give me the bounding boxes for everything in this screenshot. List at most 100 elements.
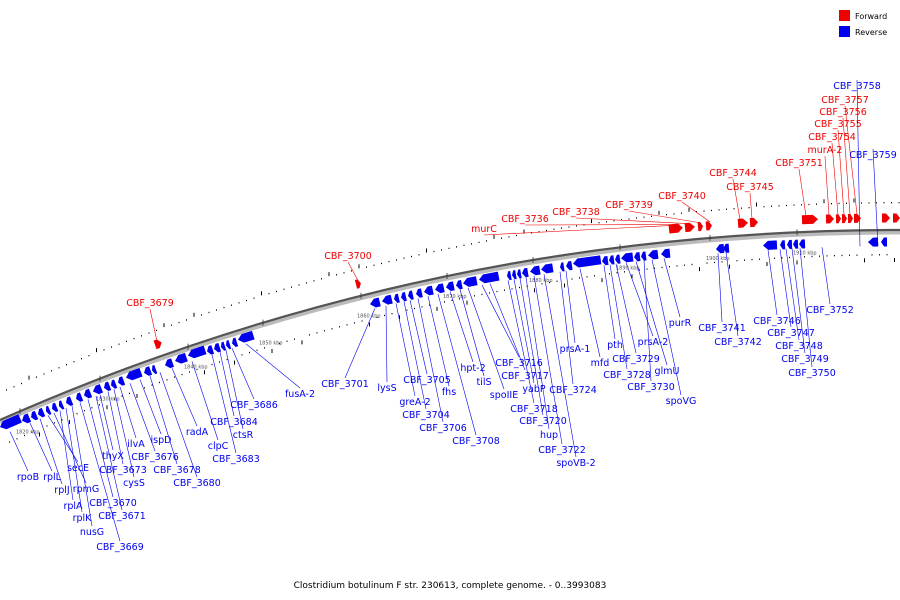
scale-tick-label: 1890 kbp (616, 265, 640, 271)
gc-dot (538, 231, 540, 233)
label-leader (798, 168, 807, 216)
label-leader (824, 155, 830, 216)
gc-dot (171, 324, 172, 326)
gene-label-cbf_3739: CBF_3739 (605, 200, 653, 211)
gc-dot (459, 298, 460, 300)
gc-dot (231, 304, 232, 306)
scale-tick-label: 1830 kbp (96, 397, 120, 403)
gene-label-rpmg: rpmG (73, 484, 100, 495)
label-leader (95, 396, 123, 511)
label-leader (844, 105, 858, 215)
gc-dot (639, 269, 640, 271)
gc-dot (204, 370, 205, 375)
gene-label-spovb-2: spoVB-2 (556, 458, 595, 469)
gc-dot (831, 203, 832, 205)
gc-dot (178, 321, 180, 324)
gene-label-cbf_3676: CBF_3676 (131, 452, 179, 463)
label-leader (87, 399, 114, 498)
gene-label-cbf_3729: CBF_3729 (612, 354, 660, 365)
gc-dot (399, 315, 400, 320)
label-leader (79, 402, 121, 542)
label-leader (565, 270, 576, 344)
gc-dot (46, 425, 48, 427)
gc-dot (771, 205, 772, 207)
gc-dot (456, 246, 457, 248)
reverse-gene-arrow (479, 271, 500, 284)
gc-dot (316, 332, 318, 334)
forward-gene-arrow (684, 222, 695, 233)
gc-dot (751, 259, 753, 261)
label-leader (417, 298, 444, 423)
gene-label-cbf_3671: CBF_3671 (98, 511, 146, 522)
gc-dot (481, 293, 483, 296)
backbone-line (0, 228, 900, 422)
gene-label-cbf_3755: CBF_3755 (814, 119, 862, 130)
reverse-gene-arrow (165, 358, 175, 369)
gc-dot (354, 322, 355, 324)
forward-gene-arrow (705, 221, 712, 231)
label-leader (113, 389, 135, 478)
label-leader (245, 343, 301, 389)
reverse-gene-arrow (522, 267, 529, 278)
gc-dot (121, 395, 123, 397)
gc-dot (369, 322, 370, 327)
gc-dot (21, 382, 22, 385)
gene-label-lyss: lysS (377, 383, 396, 394)
gc-dot (894, 258, 895, 263)
reverse-gene-arrow (232, 337, 239, 347)
gc-dot (631, 274, 633, 279)
gc-dot (264, 347, 265, 349)
gc-dot (691, 263, 693, 266)
reverse-gene-arrow (512, 270, 517, 280)
gc-dot (531, 232, 532, 234)
gc-dot (886, 254, 888, 256)
reverse-gene-arrow (780, 240, 786, 250)
gc-dot (666, 214, 667, 216)
gc-dot (313, 280, 315, 282)
gc-dot (358, 264, 360, 269)
gene-label-mura-2: murA-2 (808, 145, 843, 156)
gc-dot (279, 342, 280, 345)
gc-dot (223, 306, 225, 309)
label-leader (467, 287, 505, 390)
label-leader (459, 289, 485, 377)
gene-label-cbf_3740: CBF_3740 (658, 191, 706, 202)
gc-dot (321, 278, 322, 280)
genome-backbone (0, 228, 900, 425)
gc-dot (546, 229, 547, 232)
gc-dot (381, 262, 382, 265)
reverse-gene-arrow (602, 255, 609, 266)
gc-dot (76, 413, 78, 415)
gene-label-clpc: clpC (208, 441, 229, 452)
gc-dot (613, 220, 615, 222)
forward-gene-arrow (801, 214, 818, 225)
label-leader (575, 217, 691, 224)
label-leader (609, 264, 628, 370)
gene-label-prsa-2: prsA-2 (638, 337, 669, 348)
gc-dot (301, 340, 303, 345)
gene-label-rpll: rplL (43, 472, 62, 483)
label-leader (767, 249, 778, 316)
label-leader (159, 372, 198, 478)
gene-label-cbf_3708: CBF_3708 (452, 436, 500, 447)
label-leader (347, 261, 359, 281)
gene-label-fhs: fhs (442, 387, 456, 398)
label-leader (107, 391, 124, 465)
gene-label-cbf_3718: CBF_3718 (510, 404, 558, 415)
gc-dot (211, 363, 213, 366)
gene-label-cbf_3704: CBF_3704 (402, 410, 450, 421)
reverse-gene-arrow (66, 396, 74, 406)
label-leader (785, 248, 800, 341)
gc-dot (519, 286, 520, 289)
gc-dot (684, 264, 685, 266)
gc-dot (421, 306, 423, 308)
gene-label-cbf_3752: CBF_3752 (806, 305, 854, 316)
label-leader (533, 275, 563, 445)
gc-dot (801, 204, 802, 206)
label-leader (831, 142, 839, 215)
label-leader (481, 284, 520, 358)
reverse-gene-arrow (52, 402, 59, 412)
gene-label-ilva: ilvA (127, 439, 145, 450)
gc-dot (136, 393, 138, 398)
